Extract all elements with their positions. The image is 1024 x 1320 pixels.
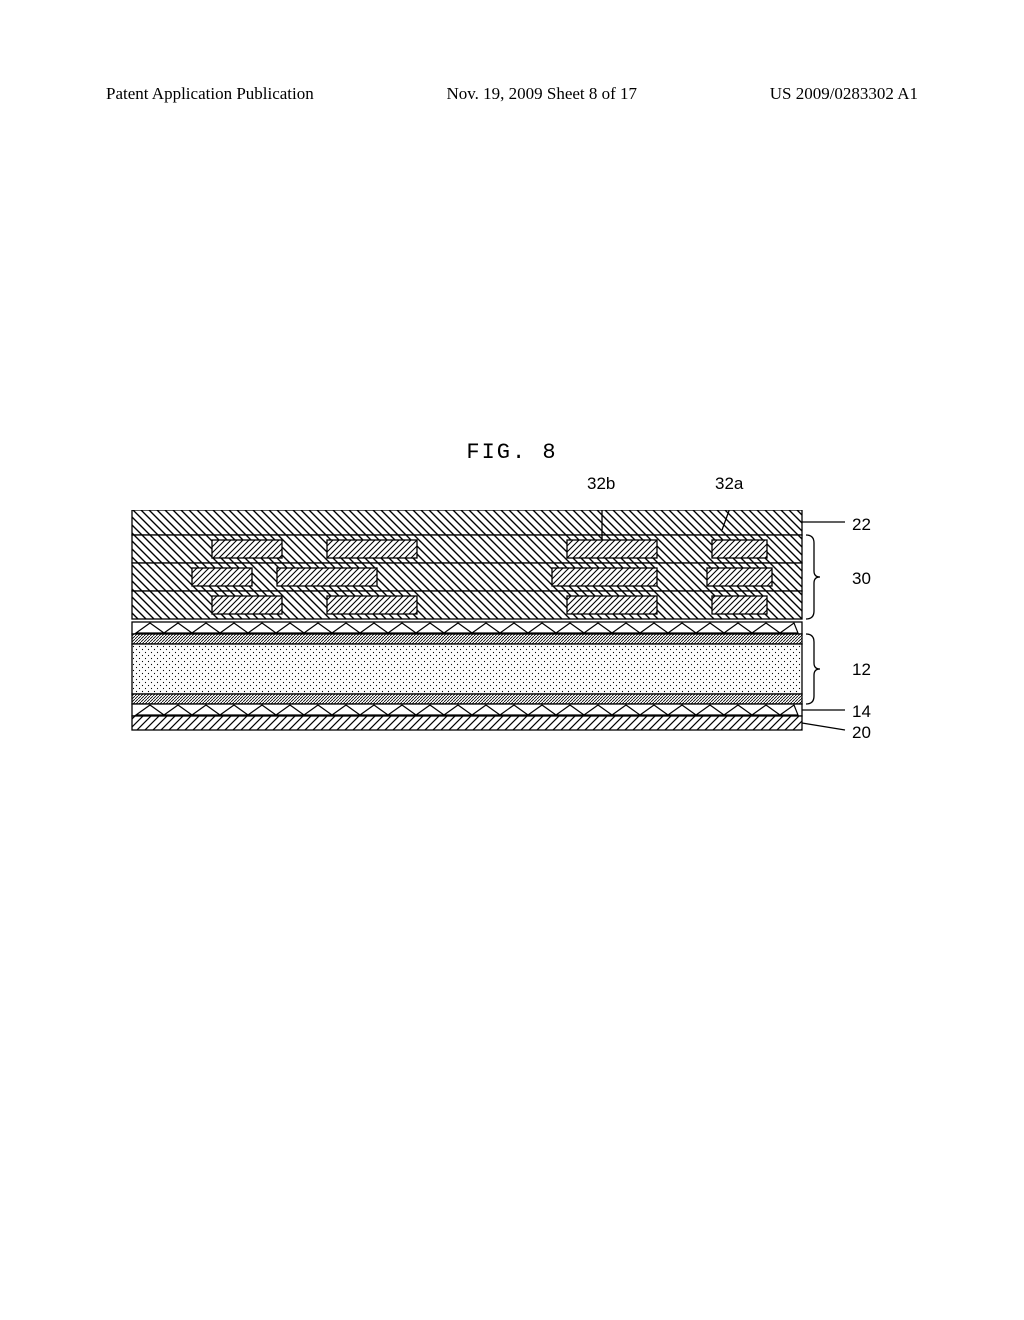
header-left: Patent Application Publication: [106, 84, 314, 104]
page-header: Patent Application Publication Nov. 19, …: [106, 84, 918, 104]
figure: FIG. 8 32b 32a: [0, 440, 1024, 750]
cross-section-diagram: 32b 32a: [117, 510, 907, 750]
diagram-svg: [117, 510, 907, 750]
figure-title: FIG. 8: [0, 440, 1024, 465]
ref-30: 30: [852, 569, 871, 589]
ref-22: 22: [852, 515, 871, 535]
callout-32b: 32b: [587, 474, 615, 494]
ref-14: 14: [852, 702, 871, 722]
ref-20: 20: [852, 723, 871, 743]
header-center: Nov. 19, 2009 Sheet 8 of 17: [446, 84, 637, 104]
header-right: US 2009/0283302 A1: [770, 84, 918, 104]
callout-32a: 32a: [715, 474, 743, 494]
ref-12: 12: [852, 660, 871, 680]
